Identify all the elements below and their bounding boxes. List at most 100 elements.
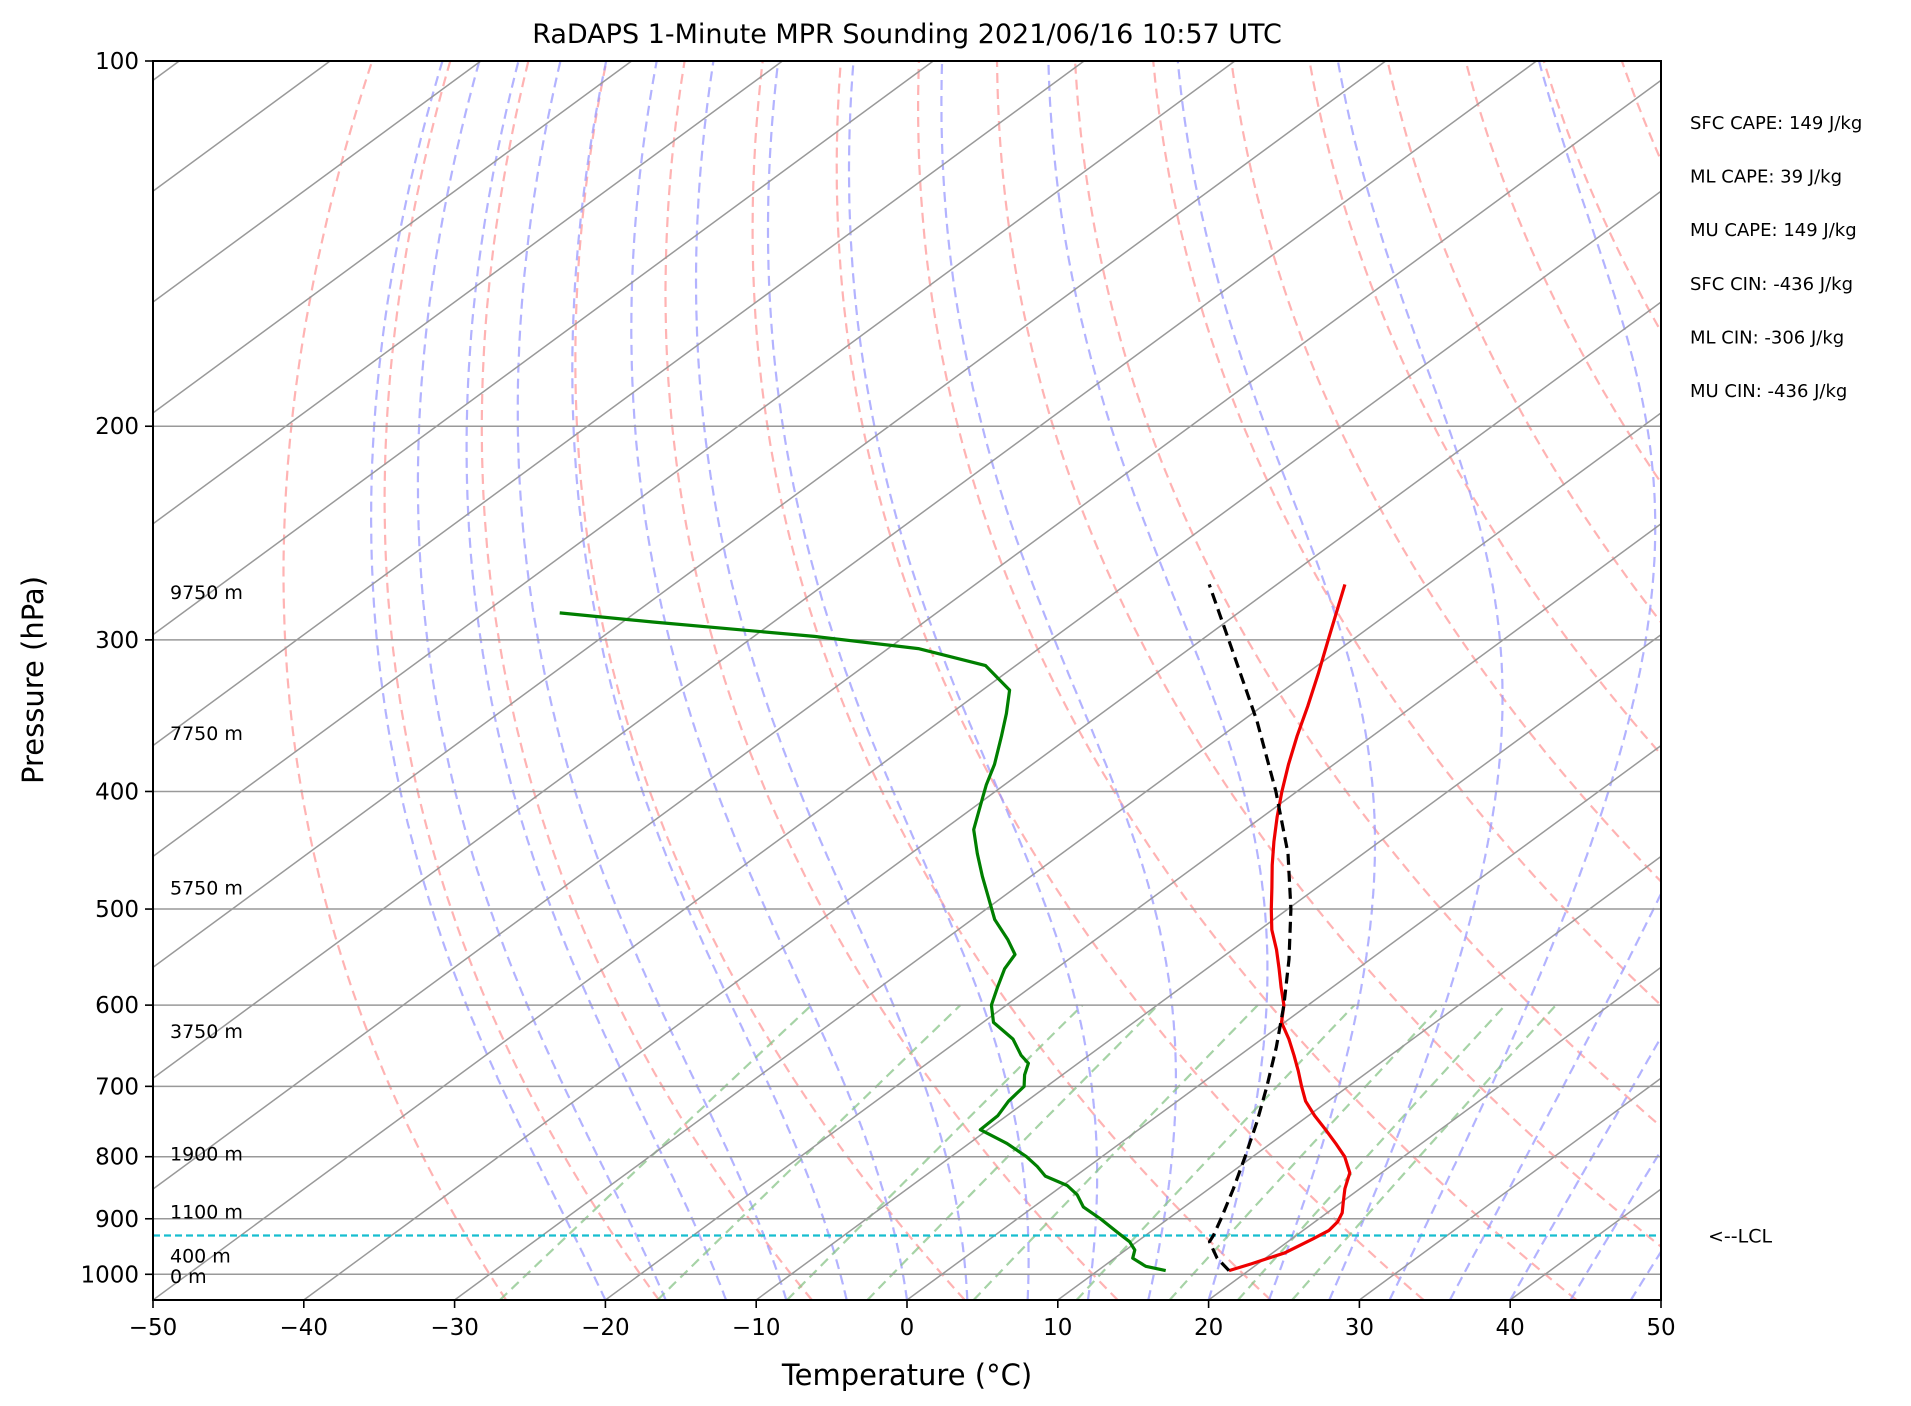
- y-tick-label: 1000: [80, 1262, 139, 1288]
- moist-adiabat: [1047, 61, 1269, 1300]
- isotherm: [153, 61, 633, 414]
- dry-adiabat: [917, 61, 1578, 1300]
- x-tick-label: −40: [280, 1315, 329, 1341]
- mixing-ratio-line: [786, 1004, 1084, 1300]
- moist-adiabat: [416, 61, 667, 1300]
- moist-adiabat: [1328, 61, 1504, 1300]
- height-label: 3750 m: [170, 1021, 243, 1043]
- height-label: 7750 m: [170, 723, 243, 745]
- y-tick-label: 300: [95, 628, 139, 654]
- stability-annotation: MU CIN: -436 J/kg: [1690, 381, 1847, 402]
- isotherm: [604, 522, 1661, 1300]
- mixing-ratio-line: [866, 1004, 1159, 1300]
- isotherm: [1208, 966, 1661, 1300]
- moist-adiabat: [1448, 891, 1661, 1300]
- x-tick-label: 40: [1496, 1315, 1525, 1341]
- parcel-line: [1207, 583, 1293, 1272]
- dry-adiabat: [574, 61, 966, 1300]
- moist-adiabat: [694, 61, 969, 1300]
- height-label: 1100 m: [170, 1202, 243, 1224]
- height-label: 400 m: [170, 1246, 231, 1268]
- y-tick-label: 400: [95, 779, 139, 805]
- dry-adiabat: [1464, 61, 1661, 485]
- moist-adiabat: [630, 61, 909, 1300]
- data-series: [559, 583, 1352, 1273]
- lcl-label: <--LCL: [1708, 1225, 1772, 1247]
- axes: −50 −40 −30 −20 −10 0 10 20 30 40 50 100 200 300 400 50…: [80, 49, 1675, 1341]
- y-tick-label: 900: [95, 1207, 139, 1233]
- isotherm: [906, 744, 1661, 1300]
- moist-adiabat: [516, 61, 788, 1300]
- moist-adiabat: [766, 61, 1030, 1300]
- dry-adiabat: [664, 61, 1119, 1300]
- x-tick-label: 30: [1345, 1315, 1374, 1341]
- temperature-line: [1228, 583, 1352, 1273]
- isotherm: [153, 79, 1661, 1191]
- isotherm: [303, 301, 1661, 1300]
- x-tick-label: 20: [1194, 1315, 1223, 1341]
- mixing-ratio-line: [1168, 1004, 1443, 1300]
- moist-adiabat: [1176, 61, 1377, 1300]
- isotherm: [153, 190, 1661, 1300]
- x-tick-label: 10: [1043, 1315, 1072, 1341]
- dry-adiabat: [383, 61, 660, 1300]
- x-tick-label: −20: [581, 1315, 630, 1341]
- isotherm: [153, 61, 783, 525]
- moist-adiabat: [1509, 1035, 1661, 1300]
- y-tick-label: 200: [95, 414, 139, 440]
- dry-adiabat: [1152, 61, 1661, 1007]
- stability-annotation: ML CAPE: 39 J/kg: [1690, 167, 1842, 188]
- y-tick-label: 700: [95, 1074, 139, 1100]
- x-tick-label: 0: [900, 1315, 915, 1341]
- dry-adiabat: [1386, 61, 1661, 625]
- dewpoint-line: [559, 611, 1167, 1273]
- isotherm: [153, 61, 482, 303]
- moist-adiabat: [1569, 1148, 1661, 1300]
- isotherm: [153, 61, 934, 636]
- y-axis-label: Pressure (hPa): [16, 576, 50, 784]
- x-tick-label: −30: [430, 1315, 479, 1341]
- isotherm: [153, 61, 1236, 858]
- y-tick-label: 800: [95, 1145, 139, 1171]
- mixing-ratio-line: [499, 1004, 813, 1300]
- stability-annotation: ML CIN: -306 J/kg: [1690, 327, 1844, 348]
- annotations: 9750 m 7750 m 5750 m 3750 m 1900 m 1100 m 400 …: [170, 113, 1862, 1288]
- dry-adiabat: [282, 61, 508, 1300]
- x-tick-label: −50: [129, 1315, 178, 1341]
- dry-adiabat: [835, 61, 1425, 1300]
- dry-adiabat: [995, 61, 1661, 1249]
- x-axis-label: Temperature (°C): [781, 1358, 1032, 1392]
- dry-adiabat: [480, 61, 813, 1300]
- dry-adiabat: [1542, 61, 1661, 334]
- moist-adiabat: [571, 61, 848, 1300]
- x-tick-label: 50: [1646, 1315, 1675, 1341]
- isotherm: [755, 633, 1661, 1300]
- background-lines: [153, 61, 1661, 1300]
- moist-adiabat: [1388, 61, 1657, 1300]
- height-label: 0 m: [170, 1266, 207, 1288]
- y-tick-label: 600: [95, 993, 139, 1019]
- stability-annotation: MU CAPE: 149 J/kg: [1690, 220, 1857, 241]
- moist-adiabat: [940, 61, 1177, 1300]
- dry-adiabat: [1308, 61, 1661, 757]
- y-tick-label: 500: [95, 897, 139, 923]
- moist-adiabat: [847, 61, 1099, 1300]
- chart-title: RaDAPS 1-Minute MPR Sounding 2021/06/16 …: [532, 19, 1282, 50]
- stability-annotation: SFC CIN: -436 J/kg: [1690, 274, 1853, 295]
- isotherm: [153, 61, 1387, 969]
- x-tick-label: −10: [732, 1315, 781, 1341]
- mixing-ratio-line: [656, 1004, 962, 1300]
- stability-annotation: SFC CAPE: 149 J/kg: [1690, 113, 1862, 134]
- height-label: 9750 m: [170, 582, 243, 604]
- y-tick-label: 100: [95, 49, 139, 75]
- mixing-ratio-line: [972, 1004, 1259, 1300]
- isotherm: [153, 61, 1085, 747]
- isotherm: [1057, 855, 1661, 1300]
- isotherm: [153, 61, 1537, 1080]
- mixing-ratio-line: [1075, 1004, 1356, 1300]
- isotherm: [454, 412, 1661, 1300]
- height-label: 1900 m: [170, 1143, 243, 1165]
- dry-adiabat: [751, 61, 1272, 1300]
